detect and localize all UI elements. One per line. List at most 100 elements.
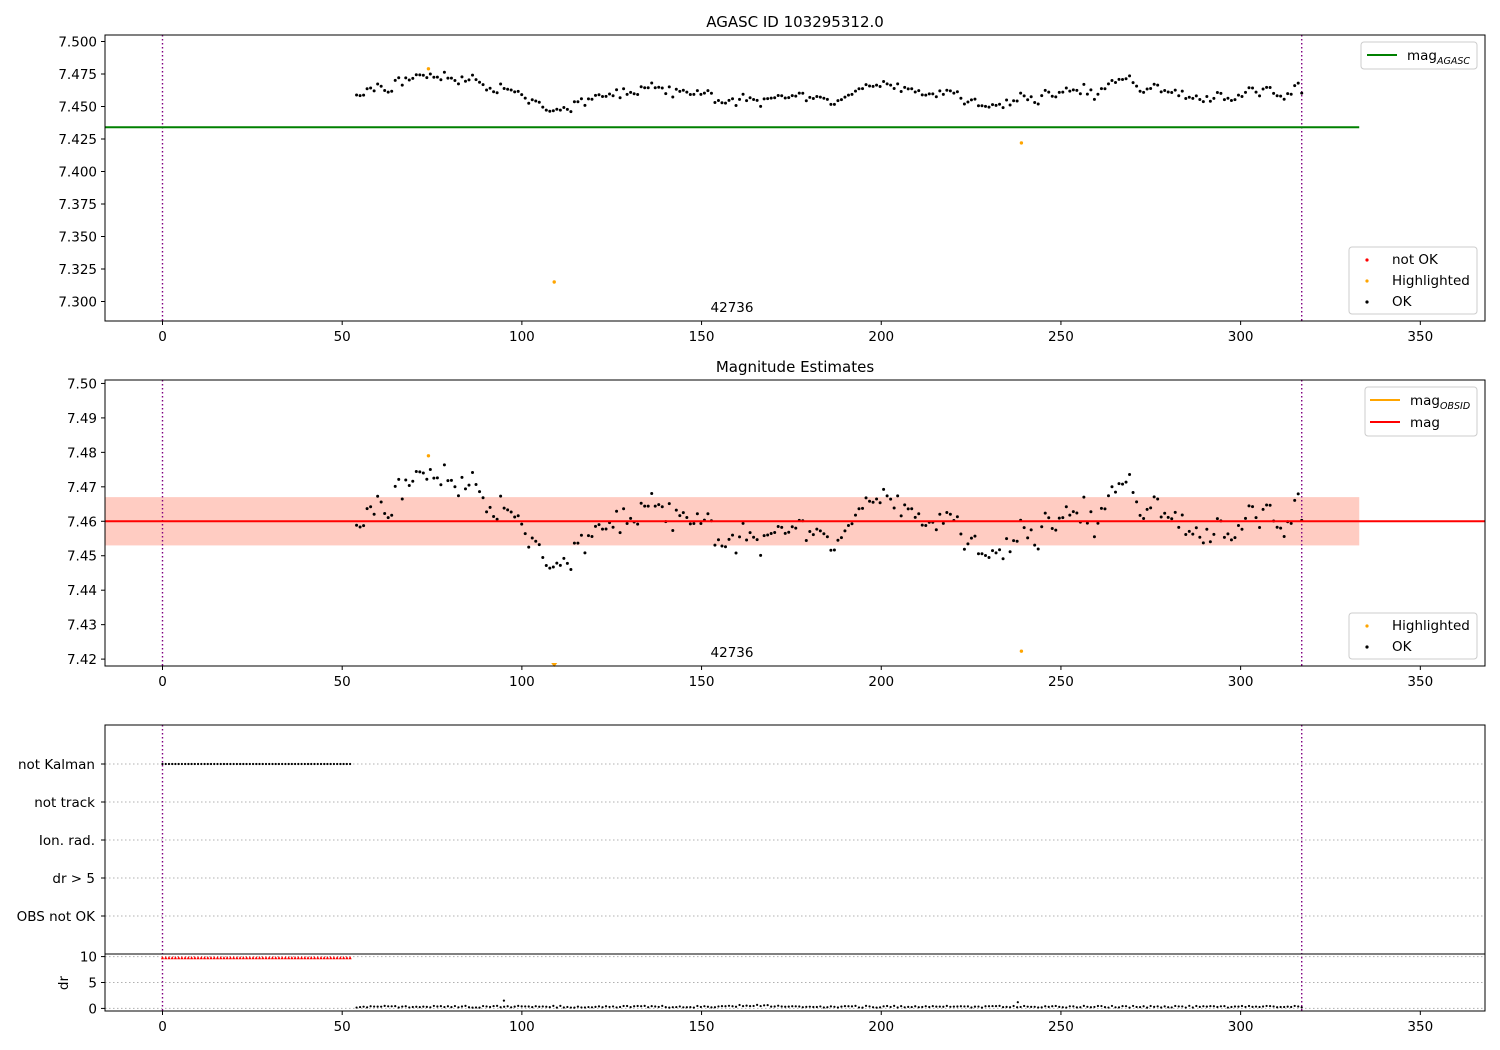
ok-point: [885, 494, 889, 498]
ok-point: [534, 539, 538, 543]
ok-point: [1244, 90, 1248, 94]
dr-clipped-point: [316, 956, 320, 960]
dr-point: [1047, 1005, 1050, 1008]
dr-point: [611, 1005, 615, 1008]
ok-point: [720, 101, 724, 105]
ok-point: [1268, 503, 1272, 507]
dr-point: [1212, 1005, 1215, 1008]
ok-point: [741, 521, 745, 525]
ok-point: [1096, 521, 1100, 525]
not-kalman-point: [281, 762, 284, 766]
ok-point: [1219, 91, 1223, 95]
ok-point: [853, 89, 857, 93]
ok-point: [463, 487, 467, 491]
dr-point: [1209, 1005, 1212, 1008]
ok-point: [688, 92, 692, 96]
not-kalman-point: [193, 762, 196, 766]
y-tick-label: 7.375: [58, 197, 97, 213]
panel2-annotation: 42736: [711, 645, 754, 661]
ok-point: [1233, 536, 1237, 540]
ok-point: [846, 93, 850, 97]
dr-clipped-point: [303, 956, 307, 960]
dr-point: [942, 1005, 945, 1008]
dr-clipped-point: [199, 956, 203, 960]
ok-point: [846, 523, 850, 527]
dr-point: [833, 1005, 836, 1008]
ok-point: [372, 512, 376, 516]
ok-point: [478, 490, 482, 494]
ok-point: [1015, 99, 1019, 103]
ok-point: [727, 537, 731, 541]
dr-clipped-point: [209, 956, 213, 960]
ok-point: [1047, 90, 1051, 94]
dr-point: [963, 1005, 966, 1008]
ok-point: [411, 479, 415, 483]
ok-point: [404, 478, 408, 482]
dr-point: [590, 1006, 594, 1009]
ok-point: [688, 522, 692, 526]
dr-point: [1188, 1004, 1191, 1007]
ok-point: [1022, 526, 1026, 530]
dr-point: [355, 1006, 358, 1009]
ok-point: [699, 92, 703, 96]
dr-point: [1040, 1006, 1043, 1009]
dr-point: [910, 1005, 913, 1009]
ok-point: [453, 485, 457, 489]
ok-point: [1300, 91, 1304, 95]
ok-point: [804, 99, 808, 103]
ok-point: [991, 549, 995, 553]
y-tick-label: 7.44: [67, 583, 97, 599]
ok-point: [716, 538, 720, 542]
ok-point: [572, 100, 576, 104]
not-kalman-point: [300, 762, 303, 766]
dr-point: [425, 1005, 428, 1008]
ok-point: [1177, 94, 1181, 98]
dr-point: [815, 1005, 818, 1009]
dr-point: [1138, 1006, 1142, 1009]
ok-point: [428, 468, 432, 472]
dr-point: [429, 1006, 432, 1009]
dr-point: [696, 1004, 699, 1008]
ok-point: [843, 529, 847, 533]
ok-point: [1289, 521, 1293, 525]
ok-point: [917, 512, 921, 516]
ok-point: [1145, 87, 1149, 91]
ok-point: [882, 79, 886, 83]
dr-point: [752, 1004, 755, 1008]
ok-point: [1149, 506, 1153, 510]
ok-point: [889, 497, 893, 501]
dr-point: [1230, 1005, 1233, 1009]
dr-point: [1160, 1006, 1163, 1009]
ok-point: [941, 92, 945, 96]
ok-point: [885, 82, 889, 86]
panel1-y-ticks: 7.300 7.325 7.350 7.375 7.400 7.425 7.450 7.475…: [58, 35, 105, 311]
ok-point: [987, 556, 991, 560]
ok-point: [875, 83, 879, 87]
dr-point: [745, 1004, 748, 1007]
dr-point: [450, 1006, 453, 1009]
ok-point: [576, 100, 580, 104]
not-kalman-point: [251, 762, 255, 766]
not-kalman-point: [345, 762, 348, 766]
ok-point: [586, 534, 590, 538]
dr-clipped-point: [296, 956, 300, 960]
ok-point: [548, 109, 552, 113]
highlighted-point: [1019, 649, 1024, 653]
ok-point: [945, 511, 949, 515]
dr-point: [1117, 1006, 1121, 1009]
ok-point: [836, 538, 840, 542]
highlighted-point: [426, 454, 431, 458]
ok-point: [390, 513, 394, 517]
ok-point: [1012, 99, 1016, 103]
ok-point: [379, 500, 383, 504]
dr-point: [513, 1005, 516, 1008]
dr-point: [397, 1006, 400, 1009]
ok-point: [446, 76, 450, 80]
dr-point: [689, 1006, 692, 1009]
dr-point: [812, 1005, 815, 1009]
ok-point: [892, 506, 896, 510]
x-tick-label: 150: [689, 674, 715, 690]
not-kalman-point: [245, 762, 248, 766]
ok-point: [597, 523, 601, 527]
